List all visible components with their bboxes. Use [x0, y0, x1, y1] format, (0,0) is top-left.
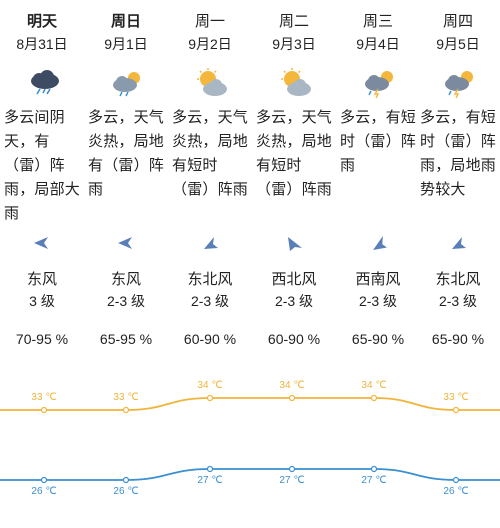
high-temp-label: 33 ℃ [113, 392, 138, 403]
temperature-chart: 33 ℃ 33 ℃ 34 ℃ 34 ℃ 34 ℃ 33 ℃ 26 ℃ 26 ℃ 27 ℃ 27 ℃… [0, 380, 500, 497]
thunder-rain-icon [31, 70, 59, 95]
low-temp-point [288, 465, 296, 473]
low-temp-label: 26 ℃ [443, 486, 468, 497]
wind-level: 2-3 级 [274, 293, 314, 309]
wind-direction: 东北风 [435, 271, 481, 288]
weather-description: 多云，天气炎热，局地有（雷）阵雨 [88, 109, 165, 198]
humidity: 60-90 % [267, 331, 321, 347]
low-temp-point [122, 476, 130, 484]
wind-arrow-icon [204, 237, 218, 249]
low-temp-label: 26 ℃ [31, 486, 56, 497]
wind-direction: 东风 [110, 271, 141, 288]
high-temp-point [40, 406, 48, 414]
day-name: 周一 [194, 13, 225, 30]
weather-description: 多云间阴天，有（雷）阵雨，局部大雨 [4, 109, 81, 222]
day-date: 9月4日 [356, 36, 400, 52]
day-date: 9月5日 [436, 36, 480, 52]
humidity: 70-95 % [15, 331, 69, 347]
day-name: 周日 [110, 13, 141, 30]
partly-cloudy-sun-icon [113, 72, 140, 97]
sun-cloud-icon [281, 68, 311, 96]
high-temp-line [0, 397, 500, 411]
wind-arrow-icon [373, 236, 387, 250]
day-date: 9月1日 [104, 36, 148, 52]
forecast-day[interactable]: 周二 9月3日 多云，天气炎热，局地有短时（雷）阵雨 西北风 2-3 级 60-… [252, 0, 336, 380]
wind-direction: 东风 [26, 271, 57, 288]
wind-direction: 西南风 [355, 271, 401, 288]
day-name: 周三 [362, 13, 393, 30]
wind-direction: 东北风 [187, 271, 233, 288]
high-temp-point [122, 406, 130, 414]
day-date: 9月2日 [188, 36, 232, 52]
low-temp-label: 27 ℃ [197, 475, 222, 486]
day-name: 周二 [278, 13, 309, 30]
wind-level: 2-3 级 [106, 293, 146, 309]
high-temp-label: 34 ℃ [197, 380, 222, 391]
wind-level: 2-3 级 [358, 293, 398, 309]
wind-arrow-icon [34, 237, 48, 249]
weather-description: 多云，有短时（雷）阵雨，局地雨势较大 [420, 109, 497, 198]
forecast-day[interactable]: 周日 9月1日 多云，天气炎热，局地有（雷）阵雨 东风 2-3 级 65-95 … [84, 0, 168, 380]
humidity: 60-90 % [183, 331, 237, 347]
forecast-grid: 明天 8月31日 多云间阴天，有（雷）阵雨，局部大雨 东风 3 级 70-95 … [0, 0, 500, 380]
forecast-day[interactable]: 周三 9月4日 多云，有短时（雷）阵雨 西南风 2-3 级 65-90 % [336, 0, 420, 380]
thunder-sun-cloud-icon [365, 71, 393, 99]
wind-arrow-icon [288, 237, 302, 251]
high-temp-label: 34 ℃ [279, 380, 304, 391]
high-temp-label: 34 ℃ [361, 380, 386, 391]
weather-description: 多云，天气炎热，局地有短时（雷）阵雨 [172, 109, 249, 198]
low-temp-label: 26 ℃ [113, 486, 138, 497]
day-date: 8月31日 [16, 36, 68, 52]
high-temp-point [206, 394, 214, 402]
high-temp-point [452, 406, 460, 414]
day-date: 9月3日 [272, 36, 316, 52]
wind-direction: 西北风 [271, 271, 317, 288]
forecast-day[interactable]: 周一 9月2日 多云，天气炎热，局地有短时（雷）阵雨 东北风 2-3 级 60-… [168, 0, 252, 380]
high-temp-label: 33 ℃ [443, 392, 468, 403]
weather-description: 多云，有短时（雷）阵雨 [340, 109, 417, 174]
weather-description: 多云，天气炎热，局地有短时（雷）阵雨 [256, 109, 333, 198]
thunder-sun-cloud-icon [445, 71, 473, 99]
low-temp-point [40, 476, 48, 484]
high-temp-label: 33 ℃ [31, 392, 56, 403]
humidity: 65-90 % [431, 331, 485, 347]
forecast-day[interactable]: 明天 8月31日 多云间阴天，有（雷）阵雨，局部大雨 东风 3 级 70-95 … [0, 0, 84, 380]
low-temp-point [370, 465, 378, 473]
wind-level: 2-3 级 [190, 293, 230, 309]
wind-arrow-icon [452, 237, 466, 249]
wind-level: 2-3 级 [438, 293, 478, 309]
low-temp-label: 27 ℃ [361, 475, 386, 486]
low-temp-label: 27 ℃ [279, 475, 304, 486]
low-temp-point [206, 465, 214, 473]
forecast-day[interactable]: 周四 9月5日 多云，有短时（雷）阵雨，局地雨势较大 东北风 2-3 级 65-… [416, 0, 500, 380]
day-name: 明天 [26, 13, 57, 30]
wind-level: 3 级 [29, 293, 55, 309]
day-name: 周四 [442, 13, 473, 30]
sun-cloud-icon [197, 68, 227, 96]
high-temp-point [288, 394, 296, 402]
wind-arrow-icon [118, 237, 132, 249]
humidity: 65-90 % [351, 331, 405, 347]
low-temp-point [452, 476, 460, 484]
low-temp-line [0, 468, 500, 481]
humidity: 65-95 % [99, 331, 153, 347]
high-temp-point [370, 394, 378, 402]
